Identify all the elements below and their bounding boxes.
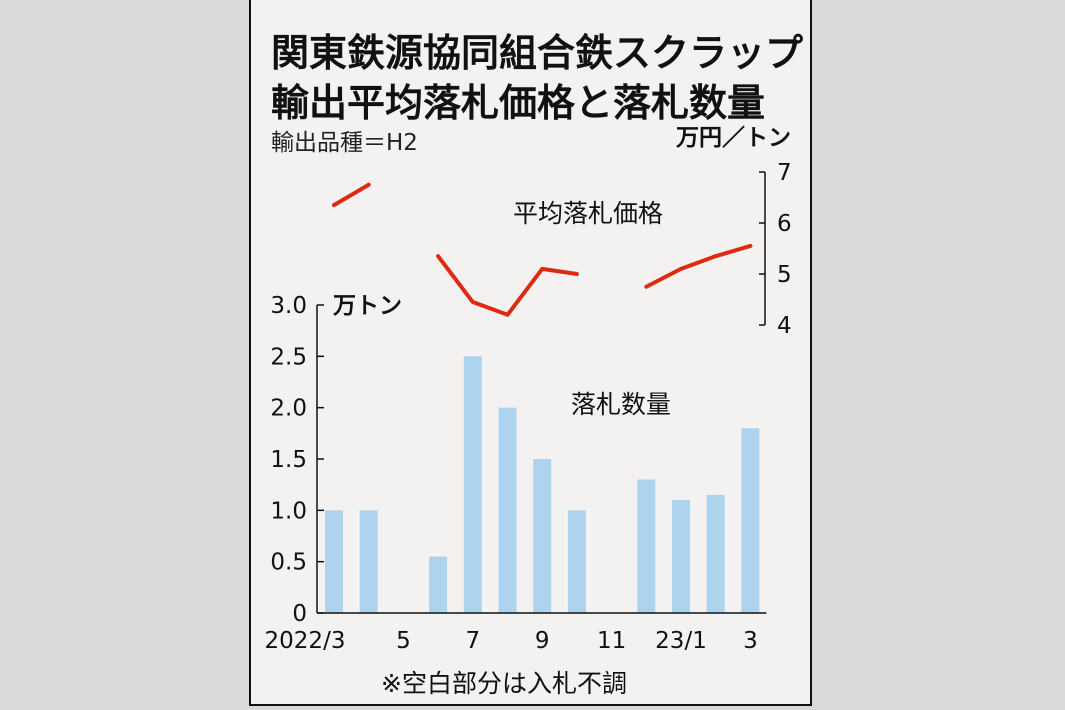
right-y-tick-label: 7 — [777, 160, 792, 186]
quantity-bar — [498, 407, 517, 613]
x-tick-label: 9 — [535, 628, 550, 654]
left-y-tick-label: 0 — [292, 601, 307, 627]
left-y-tick-labels: 0 0.5 1.0 1.5 2.0 2.5 3.0 — [270, 293, 307, 627]
x-tick-label: 5 — [396, 628, 411, 654]
bar-series — [325, 356, 760, 613]
left-axis-unit: 万トン — [333, 293, 402, 319]
right-y-ticks — [759, 171, 765, 326]
price-line-segment — [644, 243, 753, 289]
quantity-bar — [567, 510, 586, 613]
chart-title-line1: 関東鉄源協同組合鉄スクラップ — [271, 31, 804, 75]
right-y-tick-label: 4 — [777, 313, 792, 339]
quantity-bar — [672, 500, 690, 613]
left-y-ticks — [317, 304, 324, 614]
quantity-series-label: 落札数量 — [571, 390, 671, 419]
quantity-bar — [429, 556, 448, 613]
right-y-tick-label: 6 — [777, 211, 792, 237]
quantity-bar — [325, 510, 343, 613]
right-y-tick-labels: 4 5 6 7 — [777, 160, 792, 339]
left-y-tick-label: 2.0 — [270, 396, 307, 422]
chart-title-line2: 輸出平均落札価格と落札数量 — [271, 81, 766, 125]
left-y-tick-label: 3.0 — [270, 293, 307, 319]
quantity-bar — [741, 428, 760, 613]
x-tick-labels: 2022/3 5 7 9 11 23/1 3 — [265, 628, 758, 654]
left-y-tick-label: 1.0 — [270, 498, 307, 524]
chart-svg: 0 0.5 1.0 1.5 2.0 2.5 3.0 4 5 6 7 2022/3 5 7 9 11 23/1… — [265, 124, 792, 698]
quantity-bar — [533, 459, 552, 613]
chart-subtitle: 輸出品種＝H2 — [271, 130, 418, 156]
left-y-tick-label: 1.5 — [270, 447, 307, 473]
quantity-bar — [359, 510, 378, 613]
x-tick-label: 11 — [597, 628, 626, 654]
footnote: ※空白部分は入札不調 — [381, 669, 627, 698]
x-tick-label: 7 — [465, 628, 480, 654]
x-tick-label: 23/1 — [655, 628, 707, 654]
price-series-label: 平均落札価格 — [513, 199, 663, 228]
left-y-tick-label: 0.5 — [270, 550, 307, 576]
price-line-segment — [332, 182, 371, 208]
quantity-bar — [637, 479, 656, 613]
right-y-tick-label: 5 — [777, 262, 792, 288]
price-line-segment — [436, 254, 579, 317]
right-axis-unit: 万円／トン — [676, 124, 791, 151]
quantity-bar — [463, 356, 482, 613]
left-y-tick-label: 2.5 — [270, 344, 307, 370]
quantity-bar — [706, 494, 725, 613]
x-tick-label: 3 — [743, 628, 758, 654]
chart-panel: 関東鉄源協同組合鉄スクラップ 輸出平均落札価格と落札数量 輸出品種＝H2 0 0.… — [249, 0, 812, 706]
line-series — [332, 182, 753, 317]
x-tick-label: 2022/3 — [265, 628, 346, 654]
